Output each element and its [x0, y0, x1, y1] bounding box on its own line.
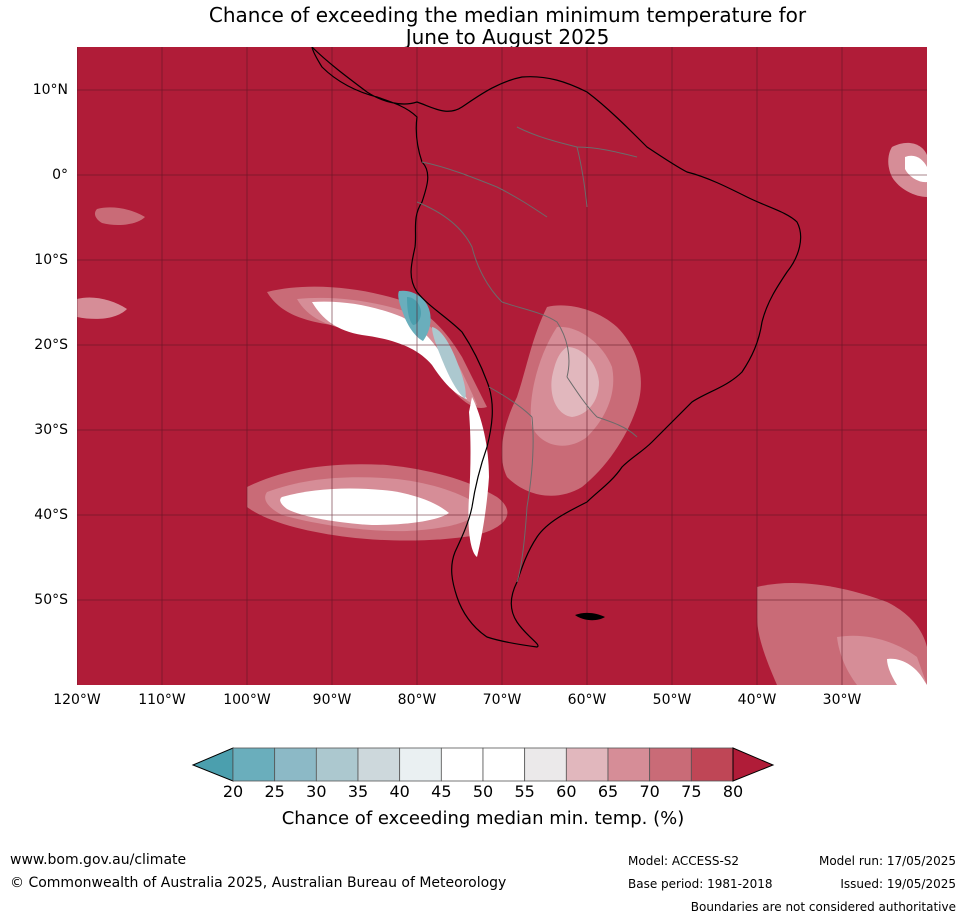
colorbar-cell	[274, 747, 317, 782]
lat-label-10s: 10°S	[34, 252, 68, 268]
footer-copyright: © Commonwealth of Australia 2025, Austra…	[10, 875, 507, 891]
colorbar-cell	[482, 747, 526, 782]
colorbar-tick-label: 60	[556, 782, 577, 801]
colorbar-cell	[524, 747, 567, 782]
colorbar-cell	[690, 747, 734, 782]
lon-label-60w: 60°W	[567, 692, 607, 708]
colorbar-tick-label: 75	[681, 782, 702, 801]
map-canvas	[77, 47, 927, 685]
south-america-coastline	[311, 47, 802, 648]
lon-label-40w: 40°W	[737, 692, 777, 708]
colorbar-tick-label: 45	[431, 782, 452, 801]
lon-label-100w: 100°W	[223, 692, 271, 708]
lat-label-40s: 40°S	[34, 507, 68, 523]
forecast-map	[77, 47, 927, 685]
lon-label-50w: 50°W	[652, 692, 692, 708]
colorbar-upper-arrow	[732, 747, 775, 782]
falkland-islands	[575, 612, 605, 621]
footer-model-run: Model run: 17/05/2025	[818, 854, 956, 868]
map-grid	[77, 47, 927, 685]
colorbar-tick-label: 40	[389, 782, 410, 801]
footer-issued: Issued: 19/05/2025	[840, 877, 956, 891]
title-line-2: June to August 2025	[405, 25, 610, 49]
footer-url[interactable]: www.bom.gov.au/climate	[10, 852, 187, 868]
colorbar-tick-label: 35	[347, 782, 369, 801]
lon-label-90w: 90°W	[312, 692, 352, 708]
colorbar-cell	[649, 747, 692, 782]
colorbar-cell	[565, 747, 609, 782]
lat-label-0: 0°	[52, 167, 68, 183]
footer-disclaimer: Boundaries are not considered authoritat…	[690, 900, 956, 914]
colorbar	[191, 747, 775, 782]
footer-base-period: Base period: 1981-2018	[628, 877, 773, 891]
colorbar-tick-label: 20	[222, 782, 244, 801]
colorbar-label: Chance of exceeding median min. temp. (%…	[281, 808, 685, 829]
patch-west-65	[77, 297, 127, 319]
patch-west-70	[94, 207, 145, 225]
lat-label-10n: 10°N	[32, 82, 68, 98]
colorbar-cell	[232, 747, 276, 782]
colorbar-cell	[440, 747, 484, 782]
colorbar-cell	[399, 747, 442, 782]
patch-pacific-50	[312, 301, 467, 399]
colorbar-tick-label: 70	[639, 782, 660, 801]
colorbar-cell	[315, 747, 359, 782]
lat-label-30s: 30°S	[34, 422, 68, 438]
colorbar-cell	[357, 747, 401, 782]
patch-atlantic-50	[887, 658, 927, 685]
patch-chile-50	[468, 397, 489, 557]
colorbar-lower-arrow	[191, 747, 234, 782]
colorbar-cell	[607, 747, 651, 782]
title-line-1: Chance of exceeding the median minimum t…	[208, 3, 807, 27]
colorbar-tick-label: 55	[514, 782, 535, 801]
footer-model: Model: ACCESS-S2	[628, 854, 740, 868]
colorbar-tick-label: 50	[472, 782, 494, 801]
colorbar-tick-label: 65	[597, 782, 619, 801]
lat-label-50s: 50°S	[34, 592, 68, 608]
lon-label-110w: 110°W	[138, 692, 186, 708]
patch-southpac-50	[280, 488, 449, 525]
lon-label-70w: 70°W	[482, 692, 522, 708]
lon-label-120w: 120°W	[53, 692, 101, 708]
colorbar-tick-label: 80	[722, 782, 744, 801]
patch-pacific-20	[407, 297, 421, 325]
lon-label-30w: 30°W	[822, 692, 862, 708]
lon-label-80w: 80°W	[397, 692, 437, 708]
chart-title: Chance of exceeding the median minimum t…	[0, 4, 965, 48]
lat-label-20s: 20°S	[34, 337, 68, 353]
colorbar-tick-label: 30	[306, 782, 327, 801]
country-borders	[416, 126, 638, 583]
patch-eq-atlantic-50	[905, 155, 927, 183]
colorbar-tick-label: 25	[264, 782, 285, 801]
